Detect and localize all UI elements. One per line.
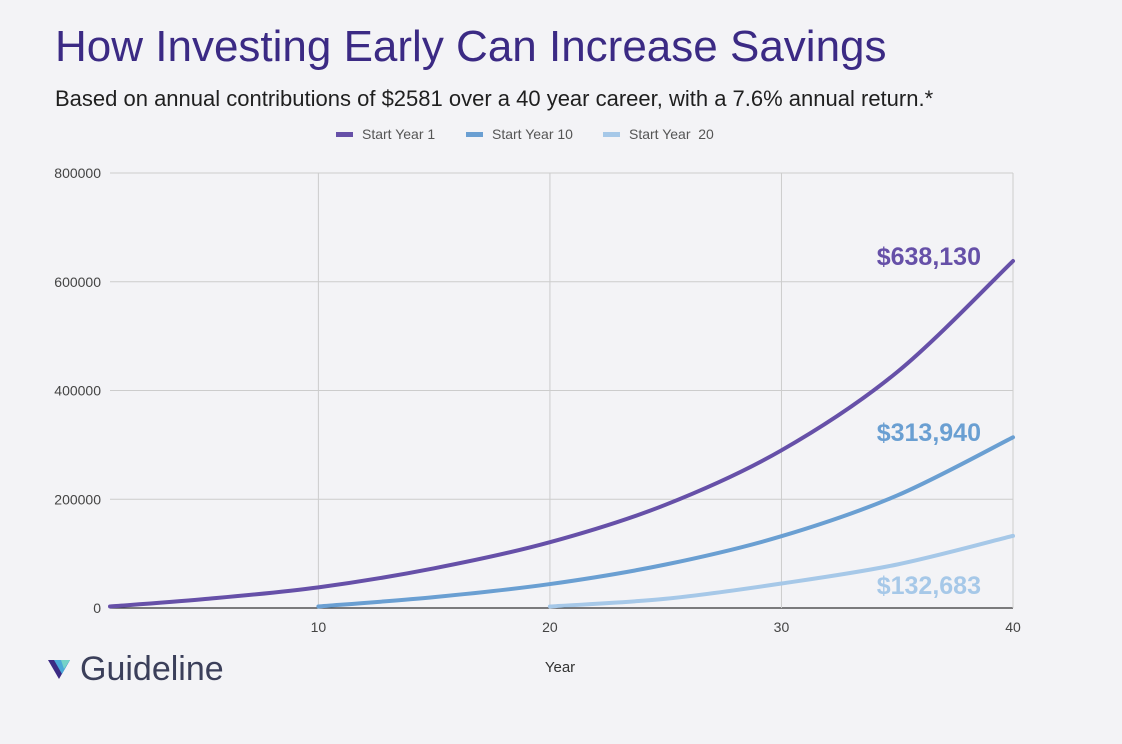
x-tick-label: 10 bbox=[311, 619, 327, 635]
series-line-2 bbox=[316, 435, 1015, 609]
y-tick-label: 400000 bbox=[54, 383, 101, 399]
y-axis-ticks: 0 200000 400000 600000 800000 bbox=[54, 165, 101, 616]
y-tick-label: 0 bbox=[93, 600, 101, 616]
guideline-logo: Guideline bbox=[46, 650, 224, 689]
chart-end-labels: $638,130 $313,940 $132,683 bbox=[877, 243, 981, 600]
guideline-logo-icon bbox=[48, 659, 70, 679]
chart-series-lines bbox=[108, 259, 1015, 609]
series-line-1 bbox=[108, 259, 1015, 609]
series-line-3 bbox=[547, 533, 1015, 609]
y-tick-label: 800000 bbox=[54, 165, 101, 181]
x-tick-label: 40 bbox=[1005, 619, 1021, 635]
chart-gridlines bbox=[110, 172, 1014, 609]
legend-swatch bbox=[336, 132, 353, 137]
x-axis-ticks: 10 20 30 40 bbox=[311, 619, 1021, 635]
chart-title: How Investing Early Can Increase Savings bbox=[55, 22, 887, 71]
chart-subtitle: Based on annual contributions of $2581 o… bbox=[55, 86, 934, 111]
legend-swatch bbox=[603, 132, 620, 137]
x-axis-label: Year bbox=[545, 659, 575, 676]
x-tick-label: 20 bbox=[542, 619, 558, 635]
legend-swatch bbox=[466, 132, 483, 137]
brand-name: Guideline bbox=[80, 650, 224, 688]
chart-legend: Start Year 1 Start Year 10 Start Year 20 bbox=[336, 126, 714, 142]
x-tick-label: 30 bbox=[774, 619, 790, 635]
legend-label: Start Year 1 bbox=[362, 126, 435, 142]
y-tick-label: 600000 bbox=[54, 274, 101, 290]
legend-label: Start Year 10 bbox=[492, 126, 573, 142]
legend-label: Start Year 20 bbox=[629, 126, 714, 142]
end-value-label: $132,683 bbox=[877, 572, 981, 600]
y-tick-label: 200000 bbox=[54, 491, 101, 507]
end-value-label: $313,940 bbox=[877, 419, 981, 447]
end-value-label: $638,130 bbox=[877, 243, 981, 271]
